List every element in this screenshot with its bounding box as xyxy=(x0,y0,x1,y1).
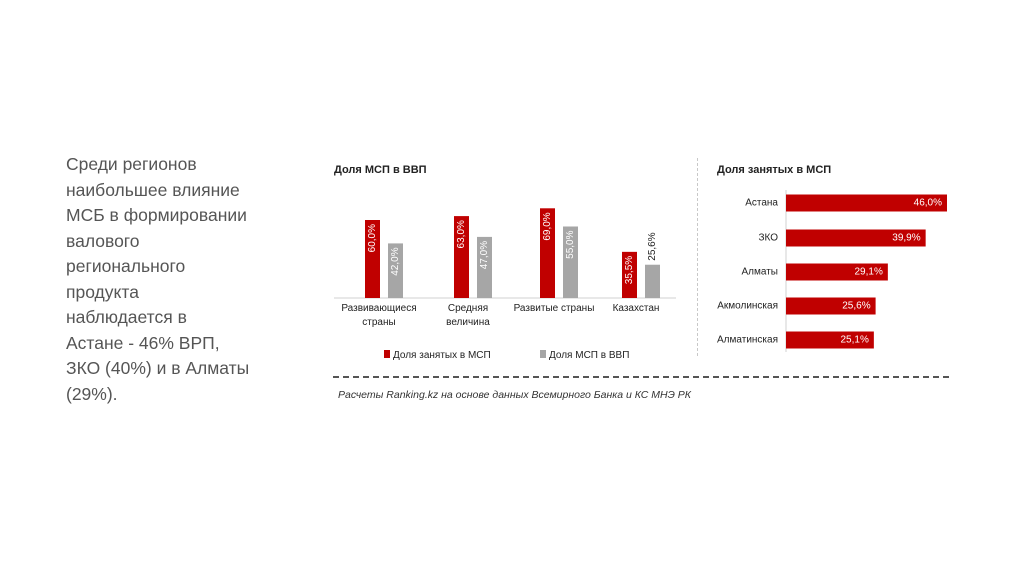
category-label: Развивающиеся xyxy=(341,303,416,314)
data-label: 63,0% xyxy=(456,220,467,248)
bar-3 xyxy=(786,297,876,315)
data-label: 25,1% xyxy=(840,335,868,346)
category-label: величина xyxy=(446,317,490,328)
category-label: Алматы xyxy=(742,267,779,278)
category-label: ЗКО xyxy=(758,233,778,244)
category-label: Астана xyxy=(745,198,778,209)
bar-0 xyxy=(786,194,947,212)
category-label: Алматинская xyxy=(717,335,778,346)
data-label: 46,0% xyxy=(914,198,942,209)
data-label: 25,6% xyxy=(647,232,658,260)
category-label: страны xyxy=(362,317,395,328)
data-label: 60,0% xyxy=(367,224,378,252)
legend-swatch xyxy=(540,350,546,358)
vertical-bar-chart: 60,0% 42,0% Развивающиеся страны 63,0% 47,0% С… xyxy=(334,208,676,361)
data-label: 55,0% xyxy=(565,230,576,258)
left-chart-title: Доля МСП в ВВП xyxy=(334,164,427,176)
data-label: 35,5% xyxy=(624,256,635,284)
data-label: 29,1% xyxy=(854,267,882,278)
data-label: 39,9% xyxy=(892,233,920,244)
bar-gdp-0 xyxy=(388,243,403,298)
right-chart-title: Доля занятых в МСП xyxy=(717,164,832,176)
summary-text: Среди регионов наибольшее влияние МСБ в … xyxy=(66,154,250,404)
data-label: 42,0% xyxy=(390,247,401,275)
source-divider xyxy=(333,376,949,378)
category-label: Средняя xyxy=(448,303,488,314)
bar-2 xyxy=(786,263,888,281)
category-label: Развитые страны xyxy=(514,303,595,314)
bar-gdp-3 xyxy=(645,264,660,298)
bar-1 xyxy=(786,229,926,247)
legend-label: Доля занятых в МСП xyxy=(393,350,491,361)
legend-swatch xyxy=(384,350,390,358)
data-label: 25,6% xyxy=(842,301,870,312)
chart-divider xyxy=(697,158,698,356)
bar-gdp-1 xyxy=(477,236,492,298)
bar-employment-0 xyxy=(365,220,380,298)
horizontal-bar-chart: Астана 46,0% ЗКО 39,9% Алматы 29,1% Акмолинска… xyxy=(717,190,947,352)
category-label: Акмолинская xyxy=(717,301,778,312)
bar-gdp-2 xyxy=(563,226,578,298)
bar-employment-1 xyxy=(454,216,469,298)
bar-employment-2 xyxy=(540,208,555,298)
source-note: Расчеты Ranking.kz на основе данных Всем… xyxy=(338,389,691,401)
legend-label: Доля МСП в ВВП xyxy=(549,350,629,361)
category-label: Казахстан xyxy=(613,303,660,314)
bar-employment-3 xyxy=(622,251,637,298)
bar-4 xyxy=(786,331,874,349)
data-label: 47,0% xyxy=(479,241,490,269)
data-label: 69,0% xyxy=(542,212,553,240)
